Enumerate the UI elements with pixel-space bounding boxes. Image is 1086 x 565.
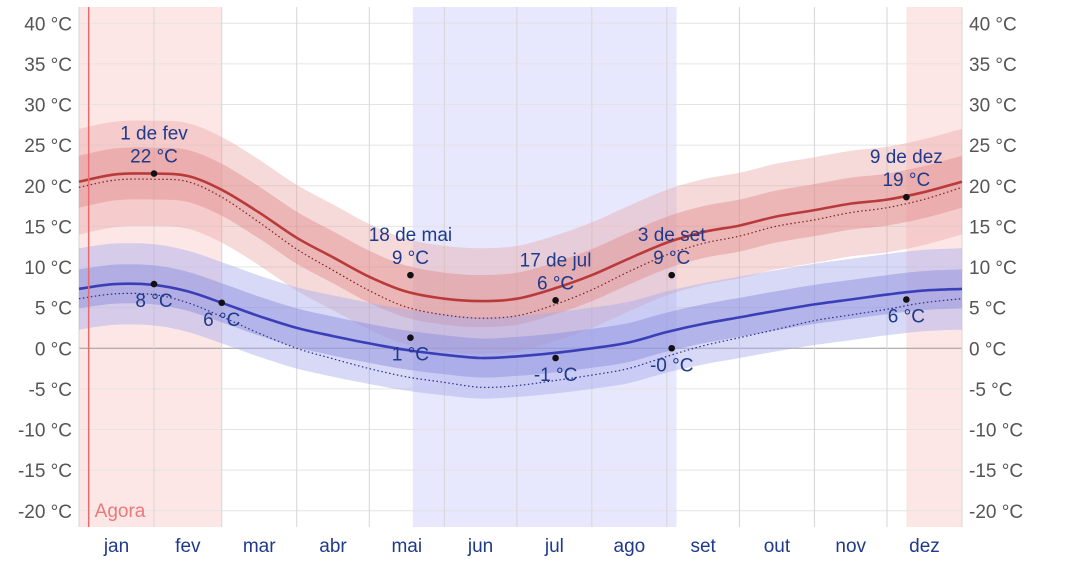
y-tick-label-left: 0 °C	[35, 339, 72, 360]
annotation-points	[150, 170, 910, 362]
y-tick-label-right: -10 °C	[969, 421, 1023, 442]
annotation-value: 19 °C	[882, 170, 930, 191]
line-low_perceived	[78, 292, 963, 389]
y-tick-label-left: 35 °C	[24, 55, 72, 76]
annotation-value: -0 °C	[650, 355, 694, 376]
y-tick-label-right: 30 °C	[969, 96, 1017, 117]
annotation-value: 6 °C	[537, 273, 574, 294]
x-tick-label: abr	[319, 536, 347, 557]
y-tick-label-right: -5 °C	[969, 380, 1013, 401]
y-tick-label-right: 40 °C	[969, 14, 1017, 35]
y-tick-label-left: 10 °C	[24, 258, 72, 279]
x-tick-label: out	[764, 536, 791, 557]
y-tick-label-right: -15 °C	[969, 461, 1023, 482]
x-axis: jan fev mar abr mai jun jul ago set out nov dez	[103, 536, 940, 557]
annotation-point	[903, 296, 910, 303]
y-tick-label-left: 20 °C	[24, 177, 72, 198]
y-tick-label-right: 20 °C	[969, 177, 1017, 198]
annotation-value: 9 °C	[653, 248, 690, 269]
y-tick-label-right: 5 °C	[969, 299, 1006, 320]
y-axis-right: 40 °C 35 °C 30 °C 25 °C 20 °C 15 °C 10 °C 5 °C 0…	[969, 14, 1023, 523]
y-tick-label-right: 25 °C	[969, 136, 1017, 157]
annotation-date: 17 de jul	[520, 250, 592, 271]
annotation-point	[407, 334, 414, 341]
annotation-value: 6 °C	[888, 307, 925, 328]
y-tick-label-left: -15 °C	[18, 461, 72, 482]
annotation-value: 9 °C	[392, 248, 429, 269]
annotation-date: 9 de dez	[870, 147, 943, 168]
y-tick-label-right: 15 °C	[969, 217, 1017, 238]
x-tick-label: dez	[909, 536, 940, 557]
annotation-value: 22 °C	[130, 147, 178, 168]
x-tick-label: jul	[544, 536, 564, 557]
x-tick-label: jan	[103, 536, 129, 557]
y-tick-label-left: 15 °C	[24, 217, 72, 238]
annotation-point	[903, 193, 910, 201]
now-marker: Agora	[87, 7, 146, 527]
y-tick-label-right: -20 °C	[969, 502, 1023, 523]
y-axis-left: 40 °C 35 °C 30 °C 25 °C 20 °C 15 °C 10 °C 5 °C 0…	[18, 14, 72, 523]
annotation-value: 6 °C	[203, 310, 240, 331]
annotation-point	[552, 297, 559, 304]
y-tick-label-right: 35 °C	[969, 55, 1017, 76]
y-tick-label-left: 30 °C	[24, 96, 72, 117]
annotation-point	[668, 271, 675, 279]
now-label: Agora	[95, 501, 146, 522]
annotation-point	[668, 344, 675, 352]
x-tick-label: set	[690, 536, 716, 557]
annotation-value: -1 °C	[534, 365, 578, 386]
y-tick-label-left: -10 °C	[18, 421, 72, 442]
annotation-value: 8 °C	[135, 291, 172, 312]
x-tick-label: mar	[243, 536, 276, 557]
annotation-point	[150, 280, 158, 288]
y-tick-label-left: 25 °C	[24, 136, 72, 157]
line-high_mean	[78, 172, 963, 303]
x-tick-label: fev	[175, 536, 201, 557]
annotation-point	[552, 354, 559, 362]
x-tick-label: ago	[614, 536, 646, 557]
x-tick-label: mai	[391, 536, 422, 557]
band-high_outer	[79, 120, 962, 354]
annotation-date: 18 de mai	[369, 225, 452, 246]
annotation-point	[150, 170, 158, 177]
y-tick-label-left: 5 °C	[35, 299, 72, 320]
band-high_inner	[79, 147, 962, 328]
y-tick-label-right: 10 °C	[969, 258, 1017, 279]
annotation-date: 3 de set	[638, 225, 706, 246]
y-tick-label-right: 0 °C	[969, 339, 1006, 360]
y-tick-label-left: -5 °C	[29, 380, 73, 401]
annotation-point	[218, 299, 226, 307]
annotation-date: 1 de fev	[120, 124, 188, 145]
y-tick-label-left: 40 °C	[24, 14, 72, 35]
x-tick-label: jun	[467, 536, 493, 557]
annotation-point	[407, 271, 414, 279]
annotation-value: 1 °C	[392, 345, 429, 366]
band-low_outer	[79, 243, 962, 399]
line-high_perceived	[78, 178, 963, 319]
y-tick-label-left: -20 °C	[18, 502, 72, 523]
x-tick-label: nov	[835, 536, 866, 557]
